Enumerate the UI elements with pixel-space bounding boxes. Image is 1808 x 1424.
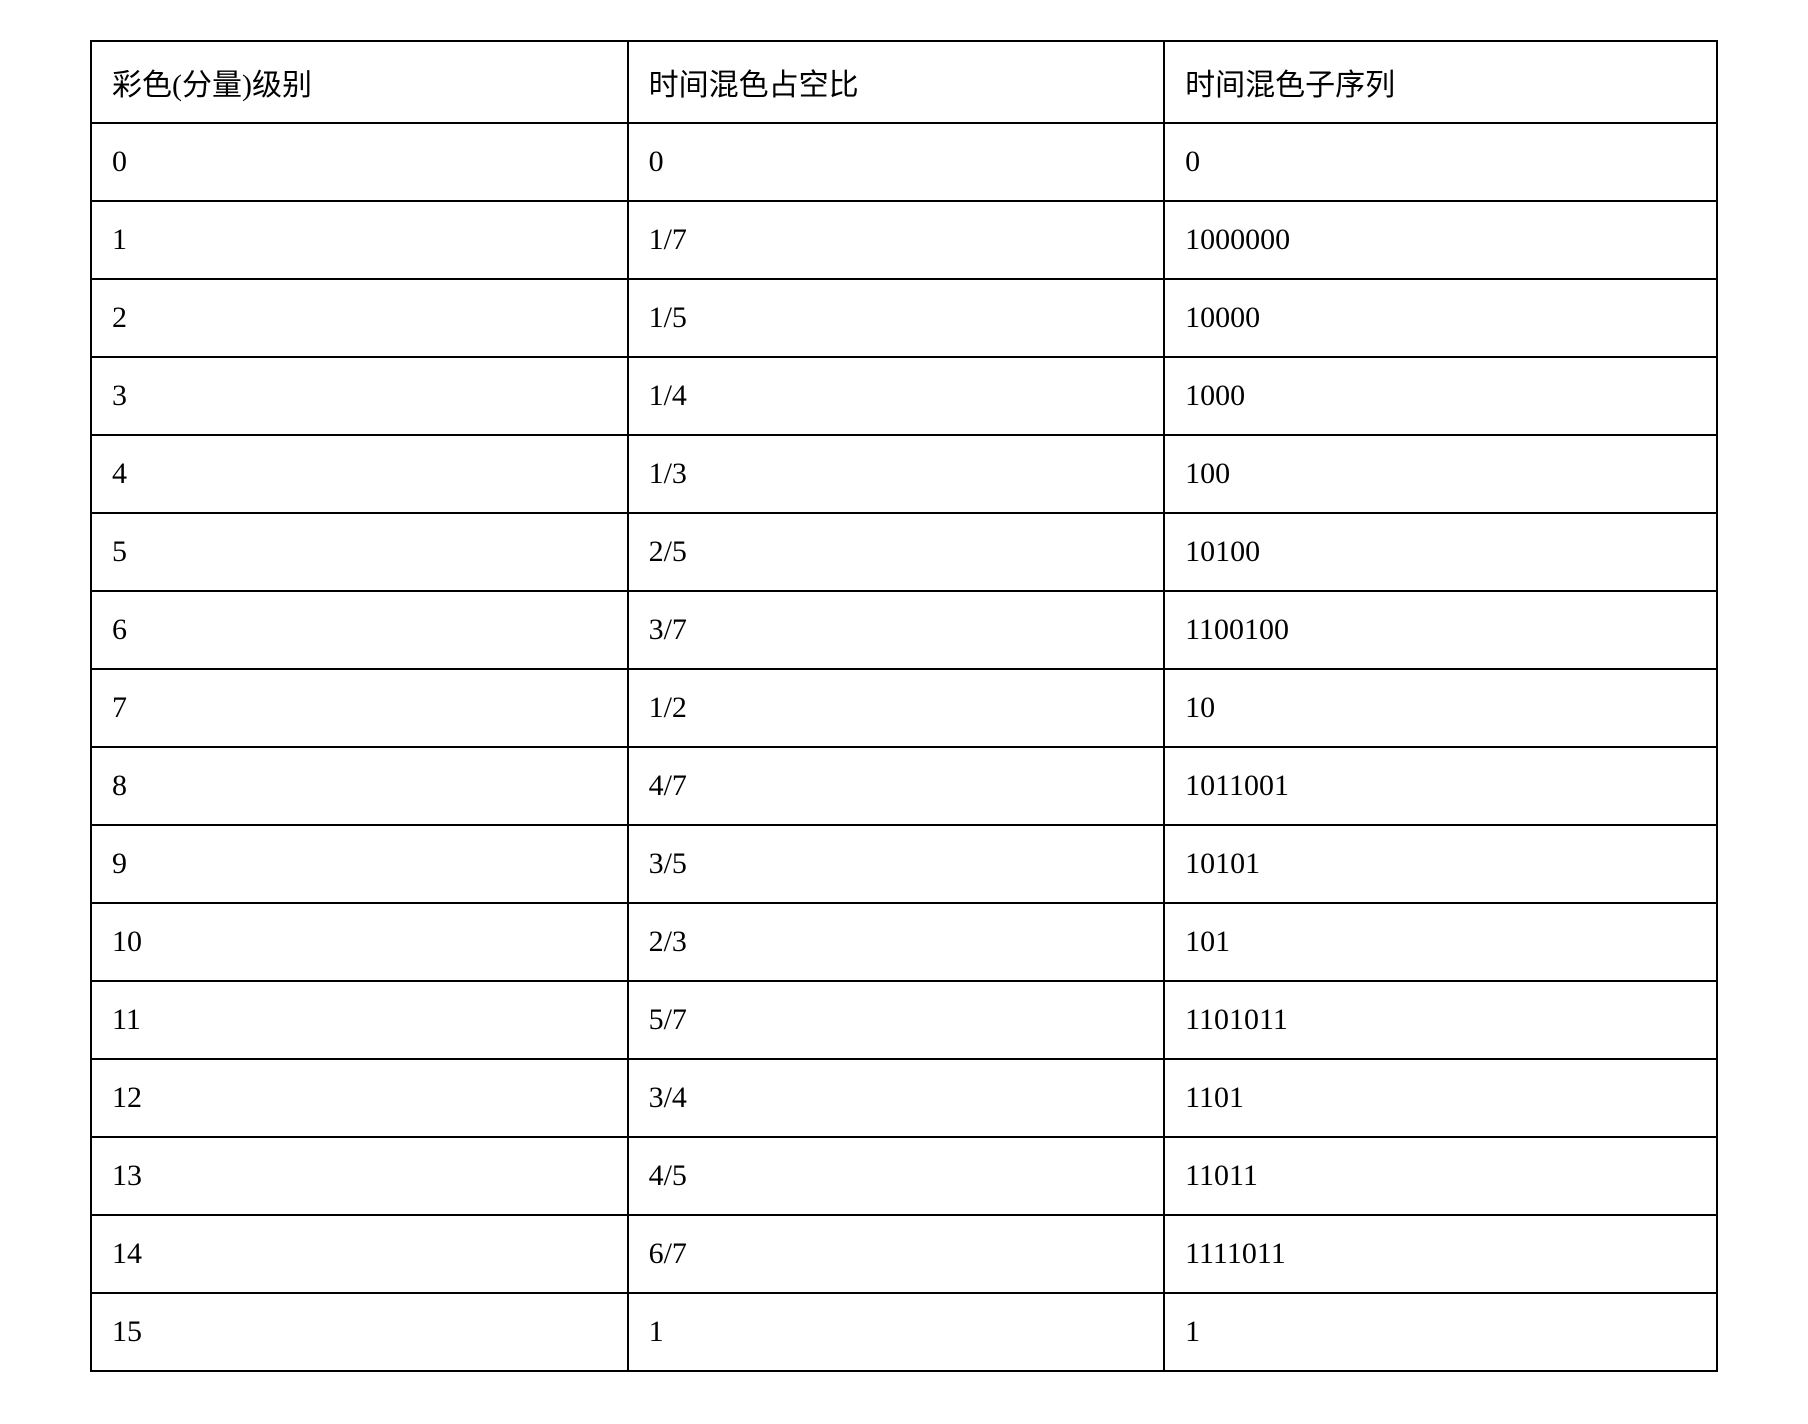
- cell-subsequence: 10000: [1164, 279, 1717, 357]
- table-row: 10 2/3 101: [91, 903, 1717, 981]
- cell-subsequence: 101: [1164, 903, 1717, 981]
- cell-duty-ratio: 6/7: [628, 1215, 1165, 1293]
- cell-subsequence: 1000: [1164, 357, 1717, 435]
- table-row: 8 4/7 1011001: [91, 747, 1717, 825]
- table-row: 3 1/4 1000: [91, 357, 1717, 435]
- cell-color-level: 13: [91, 1137, 628, 1215]
- cell-duty-ratio: 2/3: [628, 903, 1165, 981]
- table-row: 11 5/7 1101011: [91, 981, 1717, 1059]
- cell-duty-ratio: 4/5: [628, 1137, 1165, 1215]
- table-row: 0 0 0: [91, 123, 1717, 201]
- cell-subsequence: 100: [1164, 435, 1717, 513]
- col-header-color-level: 彩色(分量)级别: [91, 41, 628, 123]
- cell-color-level: 9: [91, 825, 628, 903]
- cell-subsequence: 10101: [1164, 825, 1717, 903]
- table-row: 14 6/7 1111011: [91, 1215, 1717, 1293]
- cell-subsequence: 1100100: [1164, 591, 1717, 669]
- cell-subsequence: 0: [1164, 123, 1717, 201]
- table-row: 15 1 1: [91, 1293, 1717, 1371]
- cell-duty-ratio: 1/4: [628, 357, 1165, 435]
- cell-subsequence: 11011: [1164, 1137, 1717, 1215]
- cell-subsequence: 1101: [1164, 1059, 1717, 1137]
- cell-color-level: 14: [91, 1215, 628, 1293]
- col-header-subsequence: 时间混色子序列: [1164, 41, 1717, 123]
- cell-duty-ratio: 0: [628, 123, 1165, 201]
- cell-subsequence: 10100: [1164, 513, 1717, 591]
- page: 彩色(分量)级别 时间混色占空比 时间混色子序列 0 0 0 1 1/7 100…: [0, 0, 1808, 1412]
- cell-subsequence: 1000000: [1164, 201, 1717, 279]
- cell-duty-ratio: 3/4: [628, 1059, 1165, 1137]
- cell-color-level: 11: [91, 981, 628, 1059]
- cell-color-level: 12: [91, 1059, 628, 1137]
- cell-duty-ratio: 2/5: [628, 513, 1165, 591]
- table-row: 12 3/4 1101: [91, 1059, 1717, 1137]
- cell-subsequence: 1: [1164, 1293, 1717, 1371]
- cell-subsequence: 10: [1164, 669, 1717, 747]
- cell-color-level: 2: [91, 279, 628, 357]
- cell-duty-ratio: 1: [628, 1293, 1165, 1371]
- cell-color-level: 3: [91, 357, 628, 435]
- cell-subsequence: 1011001: [1164, 747, 1717, 825]
- color-level-table: 彩色(分量)级别 时间混色占空比 时间混色子序列 0 0 0 1 1/7 100…: [90, 40, 1718, 1372]
- cell-duty-ratio: 1/2: [628, 669, 1165, 747]
- cell-duty-ratio: 3/5: [628, 825, 1165, 903]
- col-header-duty-ratio: 时间混色占空比: [628, 41, 1165, 123]
- table-row: 1 1/7 1000000: [91, 201, 1717, 279]
- cell-color-level: 0: [91, 123, 628, 201]
- cell-color-level: 5: [91, 513, 628, 591]
- cell-duty-ratio: 3/7: [628, 591, 1165, 669]
- cell-subsequence: 1111011: [1164, 1215, 1717, 1293]
- cell-duty-ratio: 1/5: [628, 279, 1165, 357]
- cell-color-level: 6: [91, 591, 628, 669]
- table-row: 7 1/2 10: [91, 669, 1717, 747]
- cell-color-level: 1: [91, 201, 628, 279]
- cell-duty-ratio: 4/7: [628, 747, 1165, 825]
- cell-subsequence: 1101011: [1164, 981, 1717, 1059]
- table-row: 9 3/5 10101: [91, 825, 1717, 903]
- table-row: 5 2/5 10100: [91, 513, 1717, 591]
- table-row: 2 1/5 10000: [91, 279, 1717, 357]
- cell-duty-ratio: 1/7: [628, 201, 1165, 279]
- cell-duty-ratio: 1/3: [628, 435, 1165, 513]
- table-row: 4 1/3 100: [91, 435, 1717, 513]
- table-row: 13 4/5 11011: [91, 1137, 1717, 1215]
- cell-color-level: 15: [91, 1293, 628, 1371]
- cell-color-level: 8: [91, 747, 628, 825]
- table-row: 6 3/7 1100100: [91, 591, 1717, 669]
- table-header-row: 彩色(分量)级别 时间混色占空比 时间混色子序列: [91, 41, 1717, 123]
- cell-color-level: 10: [91, 903, 628, 981]
- cell-color-level: 4: [91, 435, 628, 513]
- cell-color-level: 7: [91, 669, 628, 747]
- cell-duty-ratio: 5/7: [628, 981, 1165, 1059]
